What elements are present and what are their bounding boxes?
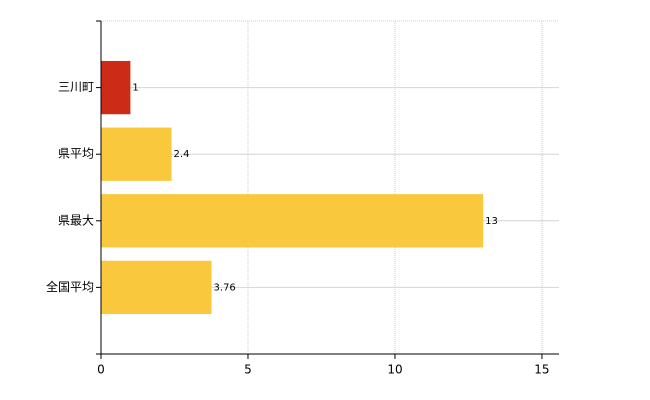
- value-label: 2.4: [174, 149, 190, 160]
- bar: [101, 194, 484, 248]
- y-tick-label: 県最大: [58, 213, 94, 227]
- bar: [101, 60, 131, 115]
- value-label: 1: [132, 83, 138, 94]
- x-tick-label: 5: [244, 363, 252, 377]
- y-tick-label: 三川町: [58, 80, 94, 94]
- bar: [101, 127, 172, 181]
- x-tick-label: 10: [387, 363, 402, 377]
- x-tick-label: 15: [534, 363, 549, 377]
- x-tick-label: 0: [97, 363, 105, 377]
- y-tick-label: 全国平均: [46, 279, 94, 294]
- bar: [101, 260, 212, 315]
- y-tick-label: 県平均: [58, 147, 94, 161]
- value-label: 13: [485, 216, 498, 227]
- value-label: 3.76: [214, 282, 236, 293]
